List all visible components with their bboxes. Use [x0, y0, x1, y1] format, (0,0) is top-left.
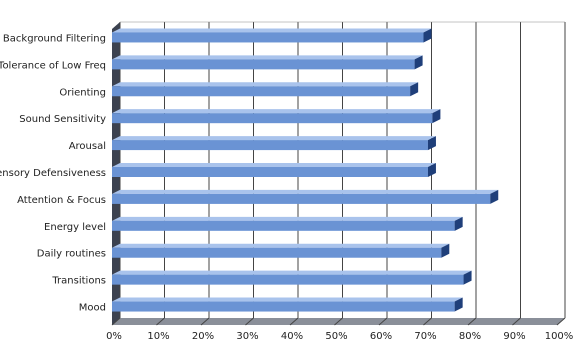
gridline-floor — [289, 317, 299, 326]
bar-front-face — [112, 59, 415, 70]
bar — [112, 109, 441, 124]
bar — [112, 297, 463, 312]
x-tick-label: 80% — [459, 331, 481, 342]
gridline-floor — [467, 317, 477, 326]
bar-end-face — [441, 243, 450, 258]
x-tick-label: 20% — [192, 331, 214, 342]
bar-top-face — [112, 216, 463, 221]
bar — [112, 136, 436, 151]
gridline-floor — [512, 317, 521, 326]
bar — [112, 216, 463, 231]
bar-top-face — [112, 136, 436, 141]
bar-end-face — [432, 109, 441, 124]
bar-end-face — [427, 136, 436, 151]
x-tick-label: 40% — [281, 331, 303, 342]
gridline-floor — [111, 317, 121, 326]
bar-front-face — [112, 247, 442, 258]
bar-end-face — [410, 82, 419, 97]
bar-top-face — [112, 109, 441, 114]
bar-front-face — [112, 113, 433, 124]
bar-top-face — [112, 243, 450, 248]
bar-top-face — [112, 270, 472, 275]
x-tick-labels: 0% 10% 20% 30% 40% 50% 60% 70% 80% 90% 100% — [106, 331, 573, 342]
gridline-floor — [423, 317, 432, 326]
bar-end-face — [454, 216, 463, 231]
bar-end-face — [463, 270, 472, 285]
bar — [112, 270, 472, 285]
bar-top-face — [112, 189, 499, 194]
category-label: Arousal — [69, 141, 106, 152]
bar-front-face — [112, 32, 424, 43]
category-label: Background Filtering — [3, 33, 106, 44]
bar-front-face — [112, 140, 428, 151]
bar-front-face — [112, 193, 491, 204]
x-tick-label: 70% — [414, 331, 436, 342]
bar-end-face — [423, 28, 432, 43]
x-tick-label: 10% — [147, 331, 169, 342]
bar-end-face — [490, 189, 499, 204]
gridline-floor — [556, 317, 566, 326]
x-tick-label: 60% — [370, 331, 392, 342]
category-label: Sound Sensitivity — [19, 114, 106, 125]
gridline-floor — [378, 317, 388, 326]
bar-top-face — [112, 82, 419, 87]
gridline-floor — [200, 317, 210, 326]
bar-end-face — [454, 297, 463, 312]
gridline-floor — [245, 317, 254, 326]
bar — [112, 189, 499, 204]
bar-top-face — [112, 297, 463, 302]
category-label: Energy level — [44, 222, 106, 233]
x-tick-label: 90% — [503, 331, 525, 342]
category-label: Attention & Focus — [17, 195, 106, 206]
bar — [112, 55, 423, 70]
category-label: Daily routines — [37, 249, 106, 260]
x-tick-label: 30% — [236, 331, 258, 342]
bar-top-face — [112, 28, 432, 33]
bar-front-face — [112, 86, 411, 97]
gridline-floor — [334, 317, 343, 326]
category-labels: Background Filtering Tolerance of Low Fre… — [0, 33, 106, 313]
category-label: Orienting — [59, 87, 106, 98]
category-label: Sensory Defensiveness — [0, 168, 106, 179]
x-tick-label: 100% — [545, 331, 574, 342]
bars — [112, 28, 499, 312]
category-label: Tolerance of Low Freq — [0, 60, 106, 71]
gridline-floor — [156, 317, 165, 326]
x-tick-label: 50% — [325, 331, 347, 342]
bar-top-face — [112, 55, 423, 60]
bar — [112, 243, 450, 258]
bar-front-face — [112, 167, 428, 177]
bar — [112, 163, 436, 177]
bar-end-face — [414, 55, 423, 70]
bar-top-face — [112, 163, 436, 167]
bar-end-face — [427, 163, 436, 177]
bar-front-face — [112, 220, 455, 231]
bar — [112, 82, 419, 97]
category-label: Mood — [79, 303, 106, 314]
category-label: Transitions — [51, 276, 106, 287]
bar-front-face — [112, 274, 464, 285]
bar-front-face — [112, 301, 455, 312]
bar — [112, 28, 432, 43]
x-tick-label: 0% — [106, 331, 122, 342]
